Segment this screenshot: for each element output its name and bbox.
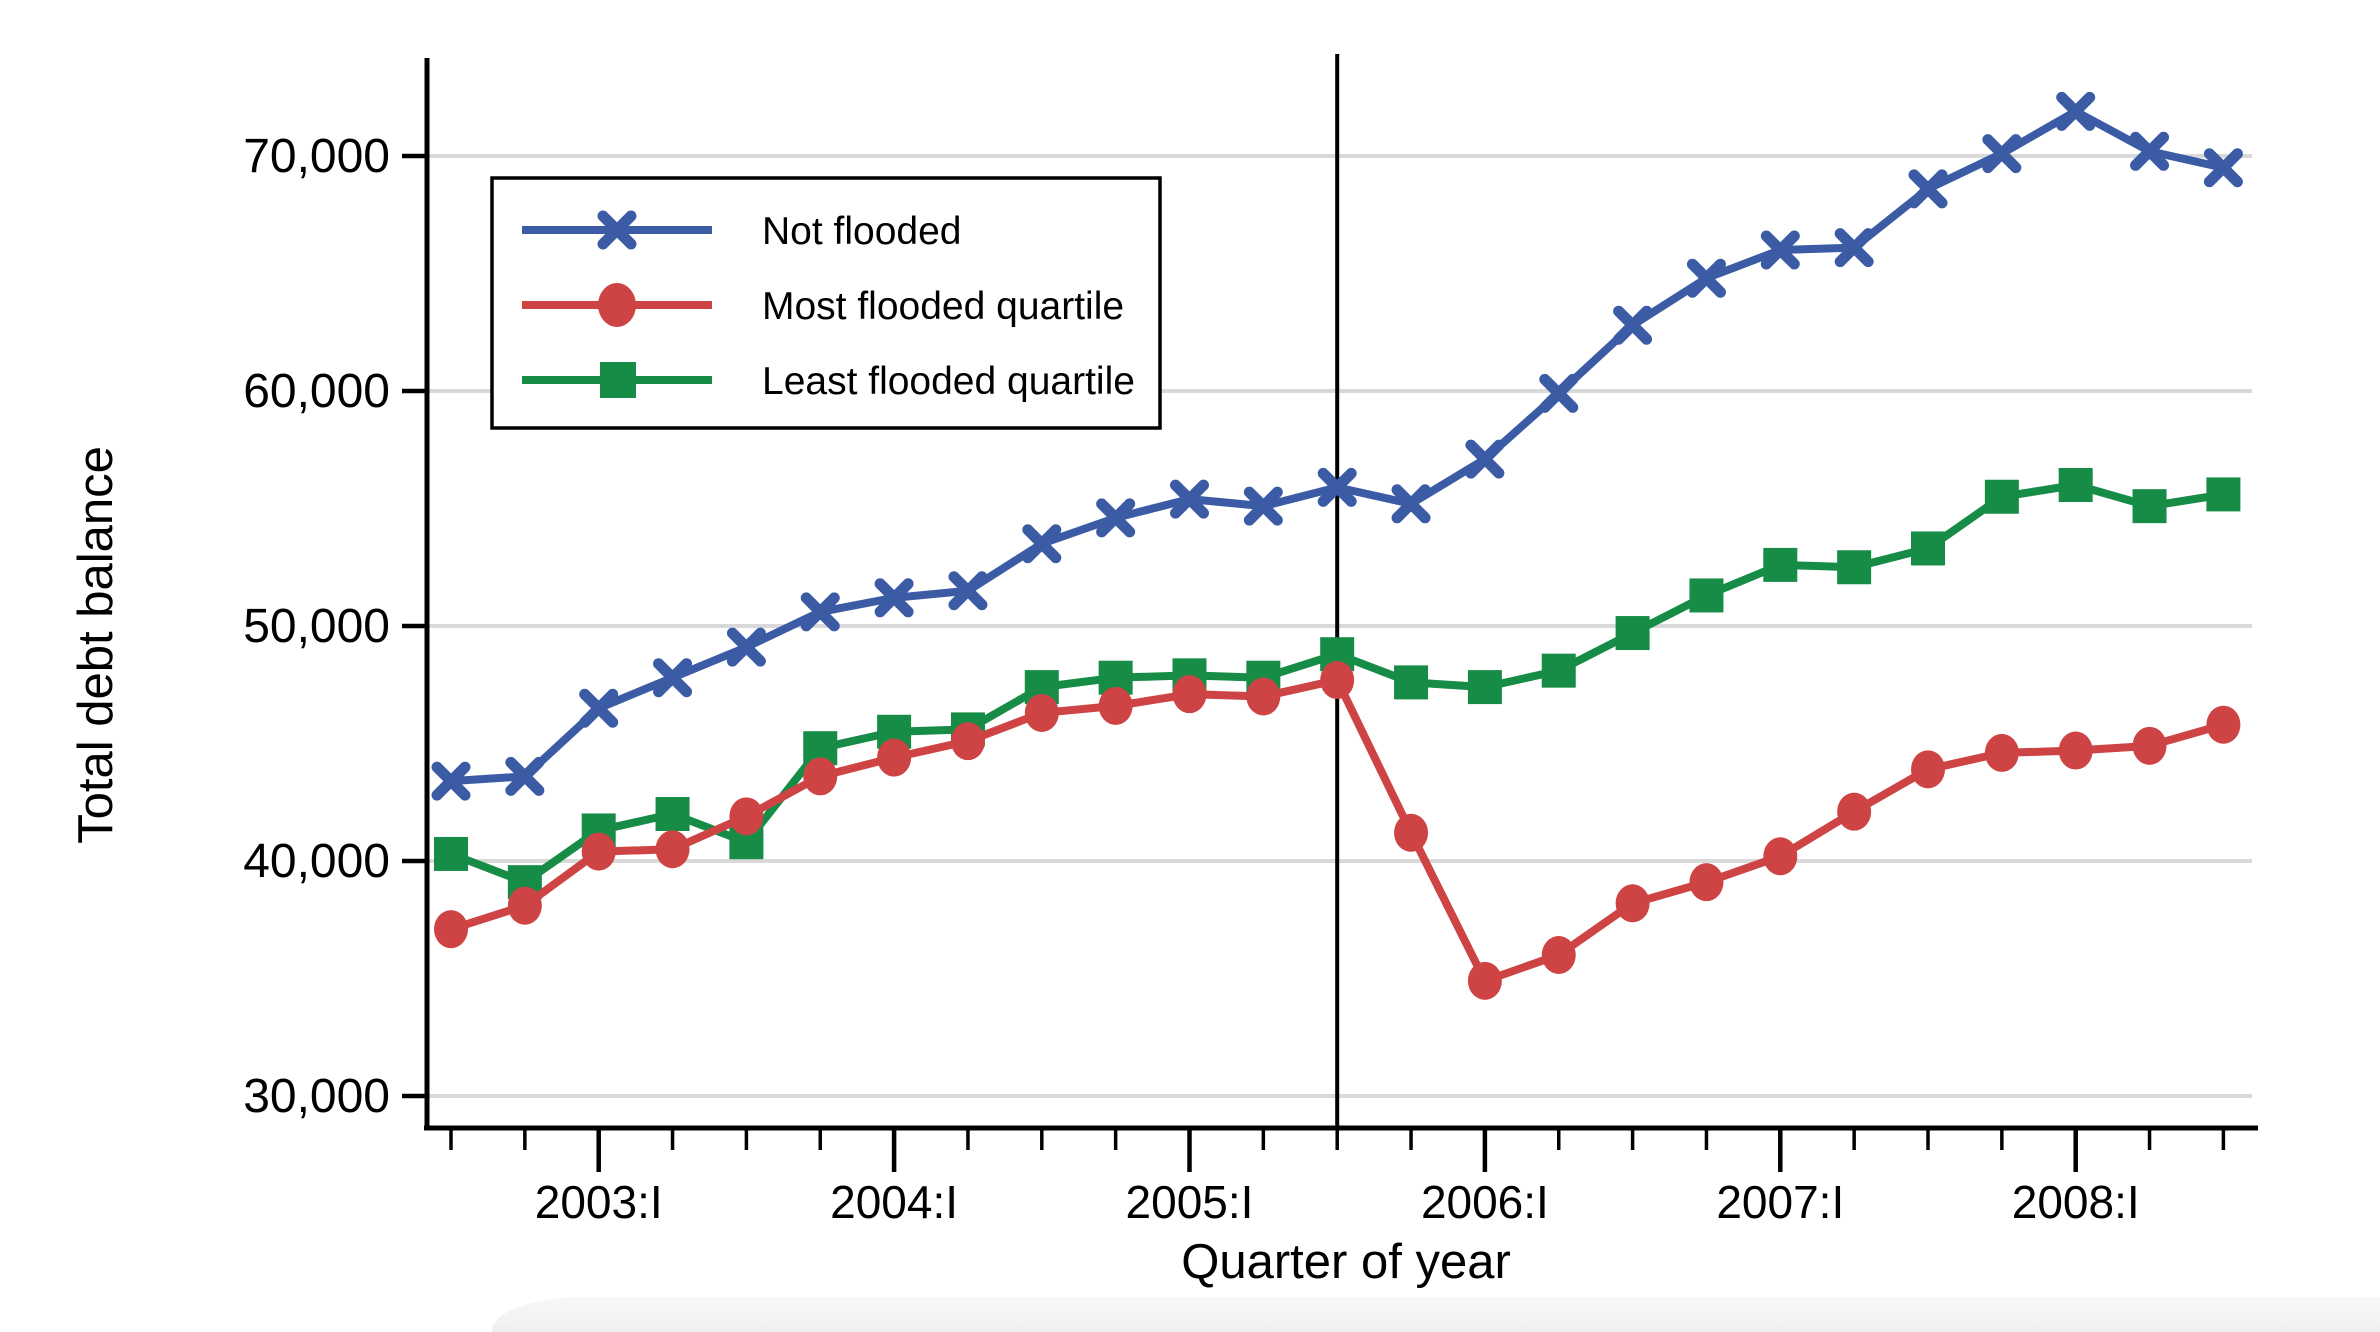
- axes: [424, 58, 2258, 1131]
- x-marker-icon: [579, 688, 619, 728]
- circle-marker-icon: [1320, 661, 1355, 700]
- y-tick-label: 50,000: [243, 600, 390, 653]
- series-not-flooded: [431, 91, 2243, 801]
- circle-marker-icon: [803, 757, 838, 796]
- square-marker-icon: [1837, 550, 1872, 585]
- legend-label: Least flooded quartile: [762, 360, 1135, 403]
- y-tick-label: 40,000: [243, 835, 390, 888]
- x-marker-icon: [1982, 134, 2022, 174]
- series-least-flooded-quartile: [434, 468, 2241, 900]
- x-marker-icon: [1465, 439, 1505, 479]
- x-marker-icon: [874, 578, 914, 618]
- legend: Not flooded Most flooded quartile Least …: [490, 176, 1162, 430]
- x-marker-icon: [1834, 228, 1874, 268]
- square-marker-icon: [1541, 653, 1576, 688]
- series-most-flooded-quartile: [434, 661, 2241, 1000]
- square-marker-icon: [1615, 616, 1650, 651]
- square-marker-icon: [1467, 670, 1502, 705]
- y-tick-label: 30,000: [243, 1070, 390, 1123]
- legend-item-not-flooded: Not flooded: [522, 210, 961, 253]
- legend-label: Most flooded quartile: [762, 285, 1124, 328]
- x-marker-icon: [1022, 524, 1062, 564]
- circle-marker-icon: [729, 797, 764, 836]
- x-marker-icon: [1908, 169, 1948, 209]
- circle-marker-icon: [434, 910, 468, 949]
- legend-label: Not flooded: [762, 210, 961, 253]
- square-marker-icon: [1911, 531, 1945, 566]
- circle-marker-icon: [2132, 726, 2167, 765]
- square-marker-icon: [2058, 468, 2093, 502]
- x-tick-label: 2008:I: [2012, 1176, 2140, 1228]
- circle-marker-icon: [1024, 693, 1059, 732]
- circle-marker-icon: [1394, 813, 1429, 852]
- x-marker-icon: [800, 592, 840, 632]
- legend-circle-marker-icon: [598, 283, 636, 327]
- x-marker-icon: [431, 761, 471, 801]
- series-layer: [431, 91, 2243, 1000]
- x-marker-icon: [1539, 373, 1579, 413]
- tick-layer: 30,000 40,000 50,000 60,000 70,000 2003:I 2004…: [243, 130, 2226, 1228]
- x-marker-icon: [1170, 479, 1209, 519]
- square-marker-icon: [655, 797, 690, 831]
- x-marker-icon: [1613, 305, 1653, 345]
- x-marker-icon: [2056, 91, 2096, 131]
- y-axis-title: Total debt balance: [69, 446, 123, 844]
- x-tick-label: 2006:I: [1421, 1176, 1549, 1228]
- x-marker-icon: [1243, 486, 1283, 526]
- x-tick-label: 2007:I: [1716, 1176, 1844, 1228]
- legend-item-least-flooded: Least flooded quartile: [522, 360, 1135, 403]
- x-marker-icon: [505, 756, 545, 796]
- circle-marker-icon: [507, 886, 542, 925]
- x-marker-icon: [1686, 258, 1726, 298]
- y-tick-label: 70,000: [243, 130, 390, 183]
- x-tick-label: 2005:I: [1126, 1176, 1254, 1228]
- square-marker-icon: [1984, 479, 2019, 514]
- circle-marker-icon: [1689, 863, 1724, 902]
- x-marker-icon: [1391, 484, 1431, 524]
- legend-item-most-flooded: Most flooded quartile: [522, 283, 1124, 328]
- x-marker-icon: [1317, 467, 1357, 507]
- circle-marker-icon: [1467, 961, 1502, 1000]
- x-marker-icon: [2130, 131, 2170, 171]
- circle-marker-icon: [1911, 750, 1945, 789]
- circle-marker-icon: [1541, 936, 1576, 974]
- x-axis-title: Quarter of year: [1181, 1235, 1511, 1289]
- bottom-page-strip: [492, 1297, 2380, 1332]
- x-marker-icon: [1096, 498, 1136, 538]
- circle-marker-icon: [1246, 677, 1281, 716]
- circle-marker-icon: [1984, 733, 2019, 772]
- square-marker-icon: [1394, 665, 1429, 700]
- x-marker-icon: [653, 658, 693, 698]
- square-marker-icon: [2206, 477, 2241, 512]
- circle-marker-icon: [1763, 837, 1798, 876]
- x-marker-icon: [726, 627, 766, 667]
- circle-marker-icon: [877, 738, 912, 777]
- legend-x-marker-icon: [597, 210, 637, 250]
- x-marker-icon: [2203, 148, 2243, 188]
- circle-marker-icon: [1172, 675, 1207, 714]
- circle-marker-icon: [2058, 731, 2093, 770]
- circle-marker-icon: [655, 830, 690, 869]
- square-marker-icon: [2132, 489, 2167, 524]
- legend-square-marker-icon: [600, 362, 636, 398]
- circle-marker-icon: [1837, 792, 1872, 831]
- x-tick-label: 2004:I: [830, 1176, 958, 1228]
- x-marker-icon: [948, 571, 988, 611]
- y-tick-label: 60,000: [243, 365, 390, 418]
- square-marker-icon: [1763, 547, 1798, 582]
- circle-marker-icon: [581, 832, 616, 871]
- square-marker-icon: [1689, 578, 1724, 613]
- square-marker-icon: [434, 836, 468, 871]
- circle-marker-icon: [1098, 686, 1133, 725]
- circle-marker-icon: [1615, 884, 1650, 923]
- x-tick-label: 2003:I: [535, 1176, 663, 1228]
- circle-marker-icon: [950, 722, 985, 761]
- x-marker-icon: [1760, 230, 1800, 270]
- circle-marker-icon: [2206, 705, 2241, 744]
